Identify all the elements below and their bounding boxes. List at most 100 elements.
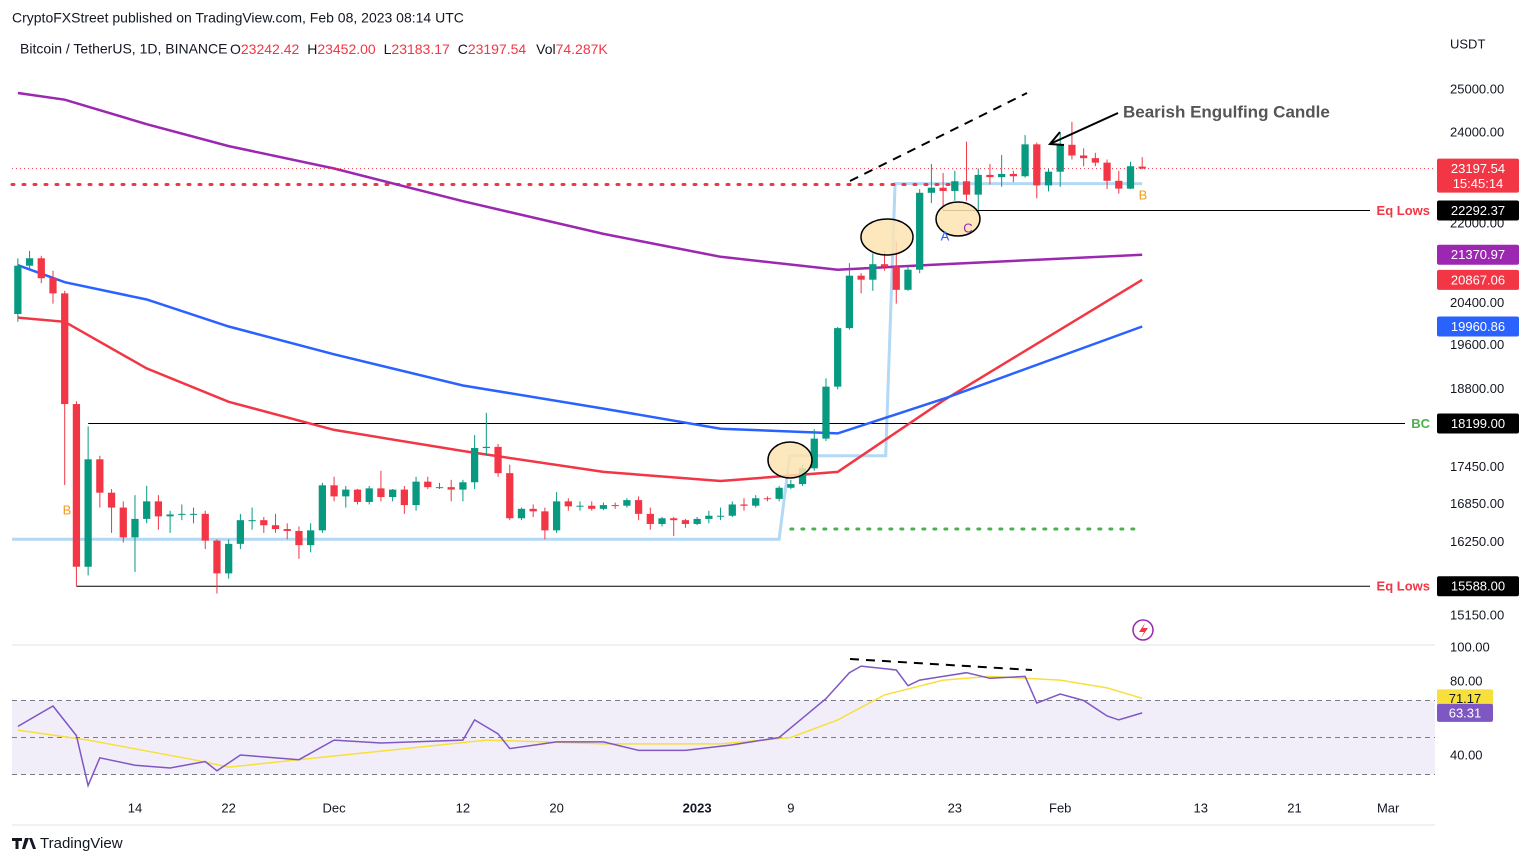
candle-body	[845, 275, 854, 329]
rsi-value: 71.17	[1449, 691, 1482, 706]
volume-value: 74.287K	[556, 41, 609, 57]
candle-body	[1009, 173, 1018, 177]
trend-line	[849, 658, 1033, 671]
currency: USDT	[1450, 36, 1485, 51]
level-label: Eq Lows	[1377, 203, 1430, 218]
candle-body	[435, 487, 444, 489]
ohlc-key: H	[307, 41, 317, 57]
candle-body	[318, 485, 326, 531]
ohlc-value: 23242.42	[241, 41, 300, 57]
candle-body	[37, 258, 45, 279]
candle-body	[470, 448, 479, 483]
ohlc-value: 23197.54	[468, 41, 527, 57]
candle-body	[693, 518, 701, 524]
wave-label: A	[941, 228, 950, 243]
rsi-tick-label: 40.00	[1450, 747, 1483, 762]
trend-line	[849, 92, 1028, 182]
candle-body	[271, 525, 280, 530]
candle-body	[834, 328, 842, 387]
candle-body	[810, 438, 818, 469]
candle-body	[494, 446, 502, 474]
candle-body	[986, 174, 994, 178]
candle-body	[260, 520, 268, 526]
candle-body	[892, 266, 900, 290]
x-tick-label: 14	[128, 800, 142, 815]
level-price: 18199.00	[1451, 416, 1505, 431]
candle-body	[1115, 180, 1123, 189]
candle-body	[107, 492, 116, 508]
candle-body	[576, 505, 584, 507]
last-price-bg	[1437, 158, 1519, 193]
average-price: 21370.97	[1451, 247, 1505, 262]
rsi-value-bg	[1437, 703, 1493, 722]
x-tick-label: 21	[1287, 800, 1301, 815]
candle-body	[307, 530, 315, 546]
candle-body	[49, 278, 57, 294]
candle-body	[623, 500, 631, 506]
candle-body	[389, 489, 397, 498]
candle-body	[974, 174, 982, 195]
alert-bolt	[1139, 623, 1148, 638]
candle-body	[1126, 166, 1135, 189]
candle-body	[482, 446, 490, 449]
candle-body	[225, 543, 233, 574]
x-tick-label: 2023	[683, 800, 712, 815]
average-line	[17, 264, 1143, 435]
candle-body	[72, 404, 81, 567]
candle-body	[377, 488, 385, 498]
ohlc-key: L	[384, 41, 392, 57]
highlight	[767, 441, 813, 479]
average-price-bg	[1437, 244, 1519, 265]
candle-body	[998, 173, 1006, 178]
candle-body	[412, 481, 420, 506]
rsi-value-bg	[1437, 689, 1493, 708]
candle-body	[529, 508, 537, 512]
level-price-bg	[1437, 576, 1519, 597]
alert-icon[interactable]	[1132, 619, 1154, 641]
candle-body	[189, 513, 198, 515]
candle-body	[670, 518, 678, 521]
candle-body	[248, 520, 256, 522]
candle-body	[517, 508, 526, 519]
candle-body	[857, 275, 865, 280]
candle-body	[84, 459, 92, 567]
level-price: 22292.37	[1451, 203, 1505, 218]
candle-body	[880, 264, 889, 267]
y-tick-label: 24000.00	[1450, 124, 1504, 139]
candle-body	[1068, 144, 1076, 156]
candle-body	[1091, 158, 1099, 163]
candle-body	[353, 489, 362, 502]
candle-body	[541, 511, 549, 531]
pattern-label: Bearish Engulfing Candle	[1123, 102, 1330, 121]
candle-body	[424, 481, 432, 488]
candle-body	[798, 468, 807, 485]
candle-body	[1138, 166, 1146, 169]
candle-body	[14, 265, 22, 314]
average-price: 19960.86	[1451, 319, 1505, 334]
ohlc-value: 23452.00	[317, 41, 376, 57]
candle-body	[916, 192, 924, 270]
y-tick-label: 18800.00	[1450, 381, 1504, 396]
candle-body	[775, 487, 783, 499]
candle-body	[904, 269, 912, 290]
candle-body	[365, 488, 373, 502]
level-price-bg	[1437, 200, 1519, 221]
rsi-value: 63.31	[1449, 705, 1482, 720]
candle-body	[962, 181, 971, 195]
candle-body	[740, 504, 748, 506]
x-tick-label: 20	[549, 800, 563, 815]
candle-body	[119, 507, 127, 538]
candle-body	[96, 459, 104, 493]
candle-body	[295, 530, 303, 546]
y-tick-label: 17450.00	[1450, 459, 1504, 474]
candle-body	[599, 505, 608, 509]
x-tick-label: 12	[456, 800, 470, 815]
highlight	[860, 218, 914, 256]
candle-body	[506, 473, 514, 519]
level-label: BC	[1411, 416, 1430, 431]
x-tick-label: 22	[221, 800, 235, 815]
candle-body	[927, 187, 936, 193]
y-tick-label: 16250.00	[1450, 534, 1504, 549]
level-price-bg	[1437, 413, 1519, 434]
rsi-line	[17, 665, 1143, 789]
